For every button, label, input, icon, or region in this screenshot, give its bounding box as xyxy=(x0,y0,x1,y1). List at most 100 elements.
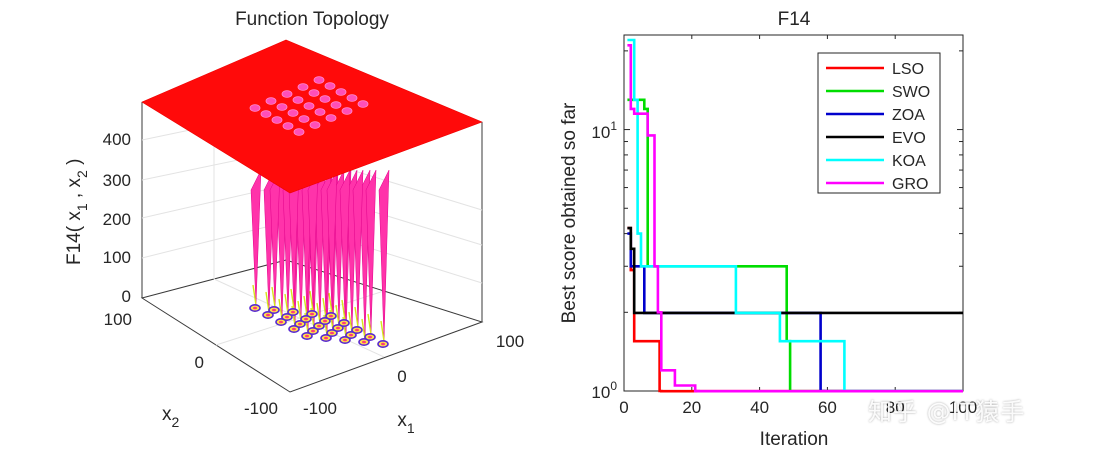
legend: LSO SWO ZOA EVO KOA GRO xyxy=(817,52,941,194)
z-tick-label: 200 xyxy=(103,210,131,229)
x-tick-label: 60 xyxy=(818,398,837,417)
plateau-marker xyxy=(265,97,277,105)
contour-marker-core xyxy=(311,329,315,333)
surface-title: Function Topology xyxy=(235,9,389,30)
legend-label-swo: SWO xyxy=(892,84,930,101)
x-tick-label: 40 xyxy=(750,398,769,417)
plateau-marker xyxy=(335,88,347,96)
surface-well-edge xyxy=(271,286,276,308)
surface-well-spike xyxy=(339,169,351,321)
y-axis-label: Best score obtained so far xyxy=(559,102,580,323)
contour-marker-core xyxy=(362,340,366,344)
surface-z-label: F14( x1 , x2 ) xyxy=(64,159,90,265)
contour-marker-core xyxy=(279,320,283,324)
contour-marker-core xyxy=(253,306,257,310)
legend-label-evo: EVO xyxy=(892,130,926,147)
x-tick-label: 20 xyxy=(682,398,701,417)
series-line-lso xyxy=(627,226,963,393)
watermark-text: 知乎 @IT猿手 xyxy=(868,398,1026,426)
surface-contour-markers xyxy=(249,303,389,348)
y-tick-label: -100 xyxy=(244,399,278,418)
z-tick-label: 0 xyxy=(122,287,131,306)
contour-marker-core xyxy=(292,327,296,331)
surface-well-edge xyxy=(252,284,257,306)
surface-well-edge xyxy=(265,291,270,313)
series-line-evo xyxy=(627,226,963,315)
surface-well-edge xyxy=(348,311,353,333)
contour-marker-core xyxy=(349,333,353,337)
plateau-marker xyxy=(303,102,315,110)
contour-marker-core xyxy=(285,315,289,319)
surface-well-edge xyxy=(361,318,366,340)
plateau-marker xyxy=(330,101,342,109)
plateau-marker xyxy=(292,96,304,104)
plateau-marker xyxy=(357,100,369,108)
contour-marker-core xyxy=(266,313,270,317)
contour-marker-core xyxy=(305,334,309,338)
x-tick-label: 100 xyxy=(496,332,524,351)
y-tick-label: 100 xyxy=(104,310,132,329)
plateau-marker xyxy=(309,121,321,129)
series-line-gro xyxy=(627,44,963,393)
contour-marker-core xyxy=(343,338,347,342)
x-tick-label: -100 xyxy=(303,399,337,418)
x-axis-label: Iteration xyxy=(760,429,829,450)
surface-well-edge xyxy=(278,298,283,320)
z-tick-label: 100 xyxy=(103,248,131,267)
contour-marker-core xyxy=(342,321,346,325)
plateau-marker xyxy=(325,114,337,122)
plateau-marker xyxy=(282,122,294,130)
surface-z-ticks: 0 100 200 300 400 xyxy=(103,130,131,306)
surface-well-edge xyxy=(290,288,295,310)
surface-x-label: x1 xyxy=(397,410,415,436)
surface-well-spike xyxy=(326,169,338,314)
y-tick-label-1: 100 xyxy=(591,379,617,402)
x-tick-label: 0 xyxy=(397,367,406,386)
surface-well-edge xyxy=(367,313,372,335)
legend-label-koa: KOA xyxy=(892,153,926,170)
surface-well-edge xyxy=(284,293,289,315)
plateau-marker xyxy=(271,116,283,124)
series-lines xyxy=(627,38,963,393)
plateau-marker xyxy=(293,128,305,136)
plateau-marker xyxy=(287,109,299,117)
plateau-marker xyxy=(297,83,309,91)
surface-x-ticks: -100 0 100 xyxy=(303,332,524,418)
y-tick-label-10: 101 xyxy=(591,119,617,142)
surface-well-spike xyxy=(365,169,377,335)
series-line-koa xyxy=(627,38,963,393)
contour-marker-core xyxy=(329,314,333,318)
plateau-marker xyxy=(249,104,261,112)
surface-well-spike xyxy=(352,169,364,328)
convergence-title: F14 xyxy=(778,9,811,30)
y-tick-label: 0 xyxy=(195,353,204,372)
x-tick-label: 80 xyxy=(886,398,905,417)
plateau-well-markers xyxy=(249,76,369,136)
surface-well-edge xyxy=(297,300,302,322)
surface-plot: Function Topology xyxy=(64,9,524,436)
plateau-marker xyxy=(314,108,326,116)
surface-plateau xyxy=(141,39,483,194)
contour-marker-core xyxy=(272,308,276,312)
plateau-marker xyxy=(260,110,272,118)
plateau-marker xyxy=(346,94,358,102)
surface-well-edge xyxy=(328,292,333,314)
plateau-marker xyxy=(341,107,353,115)
surface-y-label: x2 xyxy=(162,404,180,430)
contour-marker-core xyxy=(291,310,295,314)
surface-well-edge xyxy=(341,299,346,321)
legend-box xyxy=(817,52,941,194)
legend-label-lso: LSO xyxy=(892,61,924,78)
z-tick-label: 400 xyxy=(103,130,131,149)
y-tick-labels: 100 101 xyxy=(591,119,617,402)
plateau-marker xyxy=(324,82,336,90)
contour-marker-core xyxy=(323,319,327,323)
contour-marker-core xyxy=(355,328,359,332)
contour-marker-core xyxy=(330,331,334,335)
surface-well-edge xyxy=(335,304,340,326)
surface-y-ticks: 100 0 -100 xyxy=(104,310,278,418)
x-tick-label: 0 xyxy=(619,398,628,417)
surface-well-edge xyxy=(380,320,385,342)
contour-marker-core xyxy=(381,342,385,346)
